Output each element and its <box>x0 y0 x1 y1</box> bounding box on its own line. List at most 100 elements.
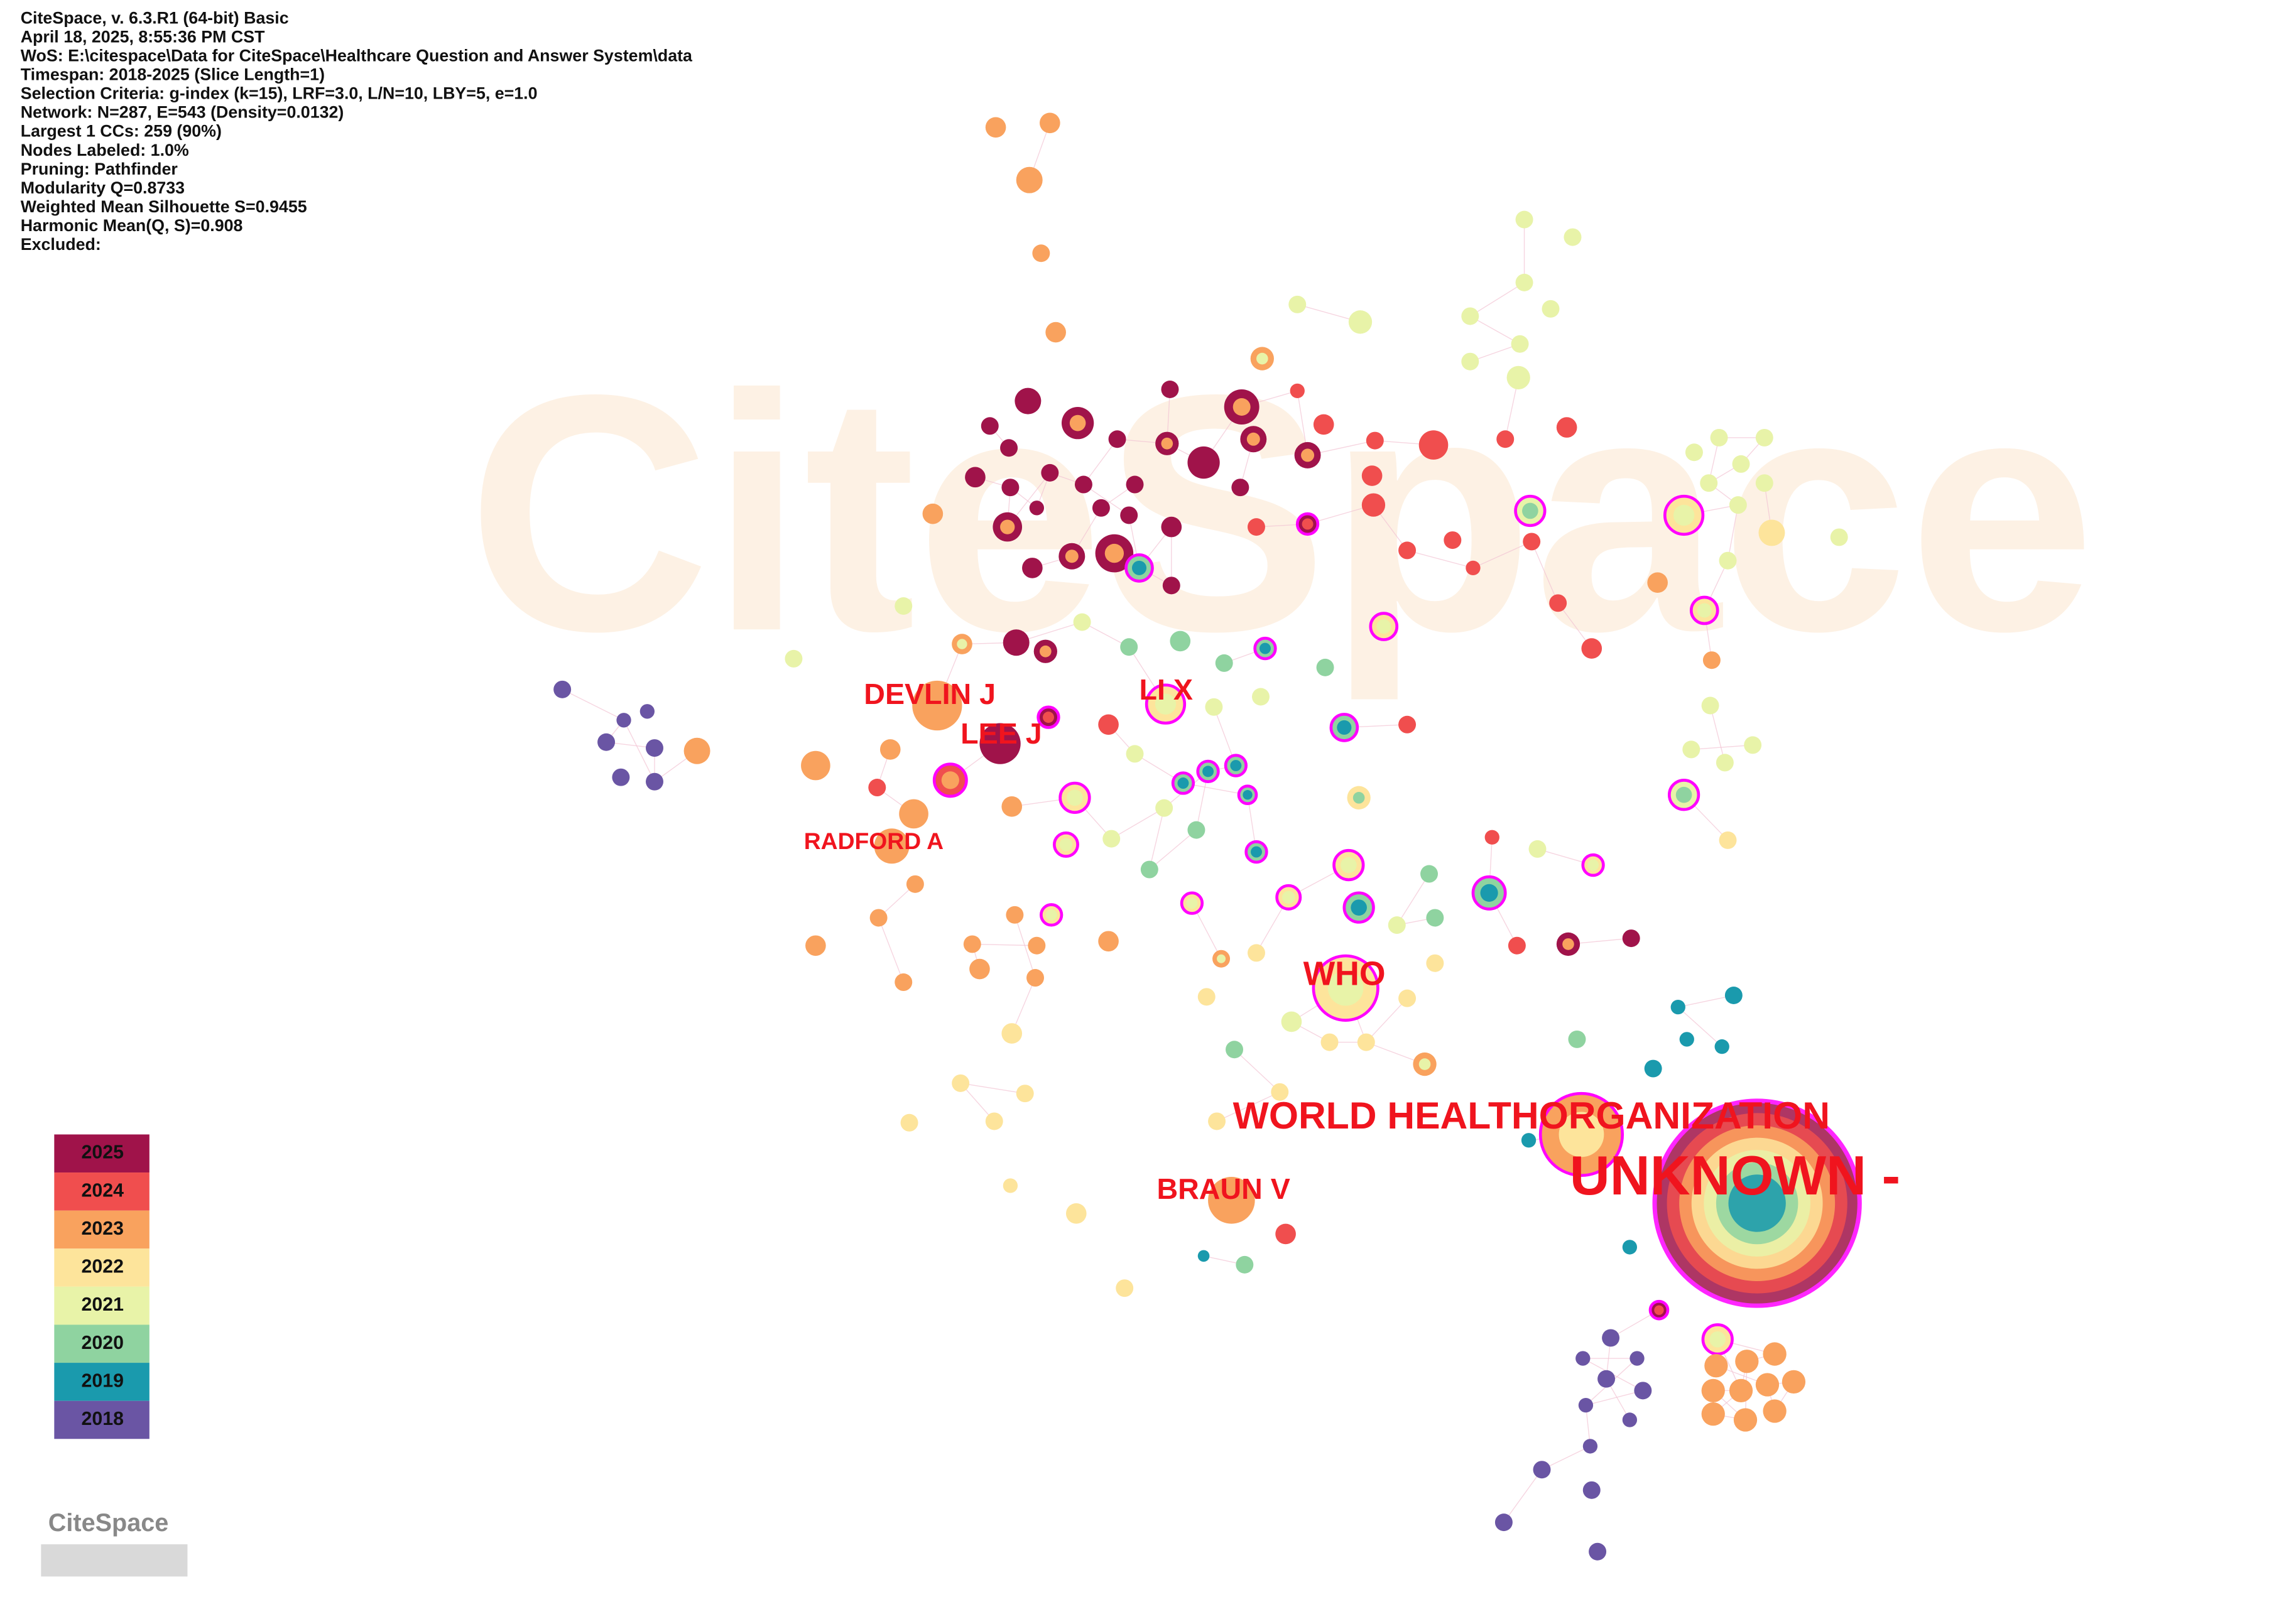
node-core <box>1232 398 1251 416</box>
node <box>1022 558 1043 578</box>
node-core <box>1155 693 1177 715</box>
node <box>1508 936 1526 955</box>
node <box>1521 1133 1537 1148</box>
node-core <box>1301 448 1315 462</box>
node <box>1755 474 1773 492</box>
node <box>1170 631 1191 652</box>
node <box>869 909 888 927</box>
node <box>1564 228 1582 246</box>
legend-swatch <box>54 1172 150 1211</box>
node <box>612 768 630 786</box>
node <box>597 733 616 751</box>
node <box>1511 335 1529 353</box>
node-core <box>1161 437 1173 450</box>
header-line: April 18, 2025, 8:55:36 PM CST <box>21 27 265 46</box>
node <box>1702 651 1721 669</box>
node <box>1685 443 1703 462</box>
node <box>1830 528 1848 546</box>
node <box>1187 821 1205 839</box>
node <box>1074 475 1092 494</box>
node-core <box>1559 1112 1604 1157</box>
node-core <box>1177 777 1189 789</box>
node-ring <box>1728 1174 1786 1232</box>
edge <box>1503 1469 1543 1523</box>
nodes <box>553 112 1862 1561</box>
node <box>1729 496 1747 514</box>
node <box>1032 244 1050 263</box>
node <box>1782 1370 1806 1394</box>
node <box>1515 210 1533 229</box>
node-label: DEVLIN J <box>864 678 996 710</box>
node <box>1197 988 1216 1006</box>
node <box>1418 430 1449 460</box>
node <box>1040 112 1060 134</box>
edge <box>972 943 1037 946</box>
node-core <box>1654 1305 1664 1315</box>
node <box>1755 428 1773 447</box>
edge <box>1406 549 1474 569</box>
node-core <box>1480 884 1498 902</box>
edge <box>1531 541 1559 604</box>
node-core <box>1418 1058 1431 1070</box>
labels: DEVLIN J LEE J LI X RADFORD A WHO WORLD HEALT… <box>804 673 1900 1206</box>
node <box>1161 516 1182 538</box>
node <box>646 739 663 757</box>
node <box>963 935 981 953</box>
node <box>1589 1542 1607 1561</box>
node <box>1724 987 1743 1004</box>
node <box>1466 560 1481 576</box>
node-core <box>1104 543 1124 563</box>
edge <box>1709 705 1726 763</box>
edge <box>1216 1091 1280 1122</box>
edge <box>1083 484 1129 516</box>
node <box>1120 638 1138 656</box>
node <box>1102 830 1121 848</box>
node <box>1271 1083 1289 1101</box>
node <box>1622 1240 1638 1255</box>
legend-swatch <box>54 1248 150 1287</box>
header-line: Selection Criteria: g-index (k=15), LRF=… <box>21 84 538 103</box>
node <box>1528 840 1547 858</box>
node <box>1733 1408 1758 1432</box>
node-core <box>1256 352 1268 365</box>
node-core <box>941 771 959 789</box>
node <box>1398 989 1417 1007</box>
node <box>639 704 655 719</box>
node <box>1701 1378 1725 1402</box>
node <box>1205 698 1223 716</box>
node-label: LI X <box>1140 673 1193 706</box>
edge <box>1234 1049 1280 1093</box>
node-core <box>1243 789 1253 800</box>
node <box>1542 300 1560 318</box>
legend-year: 2018 <box>82 1409 124 1429</box>
node <box>1098 714 1119 735</box>
node <box>1630 1351 1645 1366</box>
edge <box>1727 505 1739 561</box>
node <box>1162 577 1180 595</box>
node-label: UNKNOWN - <box>1570 1144 1900 1206</box>
node-core <box>1045 909 1057 921</box>
node <box>874 828 910 864</box>
node-core <box>1069 414 1086 431</box>
node <box>1556 417 1577 438</box>
node <box>900 1113 918 1132</box>
edge <box>1678 995 1734 1008</box>
node <box>1670 999 1685 1015</box>
node-core <box>1000 519 1015 534</box>
node <box>1701 696 1719 715</box>
node <box>1716 754 1734 772</box>
node <box>1647 572 1668 593</box>
node <box>805 935 826 956</box>
node <box>1348 310 1373 334</box>
node <box>1366 431 1384 450</box>
node <box>1015 387 1042 414</box>
legend-year: 2024 <box>82 1180 124 1201</box>
header-line: Weighted Mean Silhouette S=0.9455 <box>21 197 307 216</box>
edge <box>1470 344 1520 362</box>
edge <box>1542 1446 1591 1470</box>
edge <box>1469 315 1520 345</box>
node <box>1700 474 1718 492</box>
node <box>1313 414 1334 435</box>
node-core <box>1259 642 1271 654</box>
